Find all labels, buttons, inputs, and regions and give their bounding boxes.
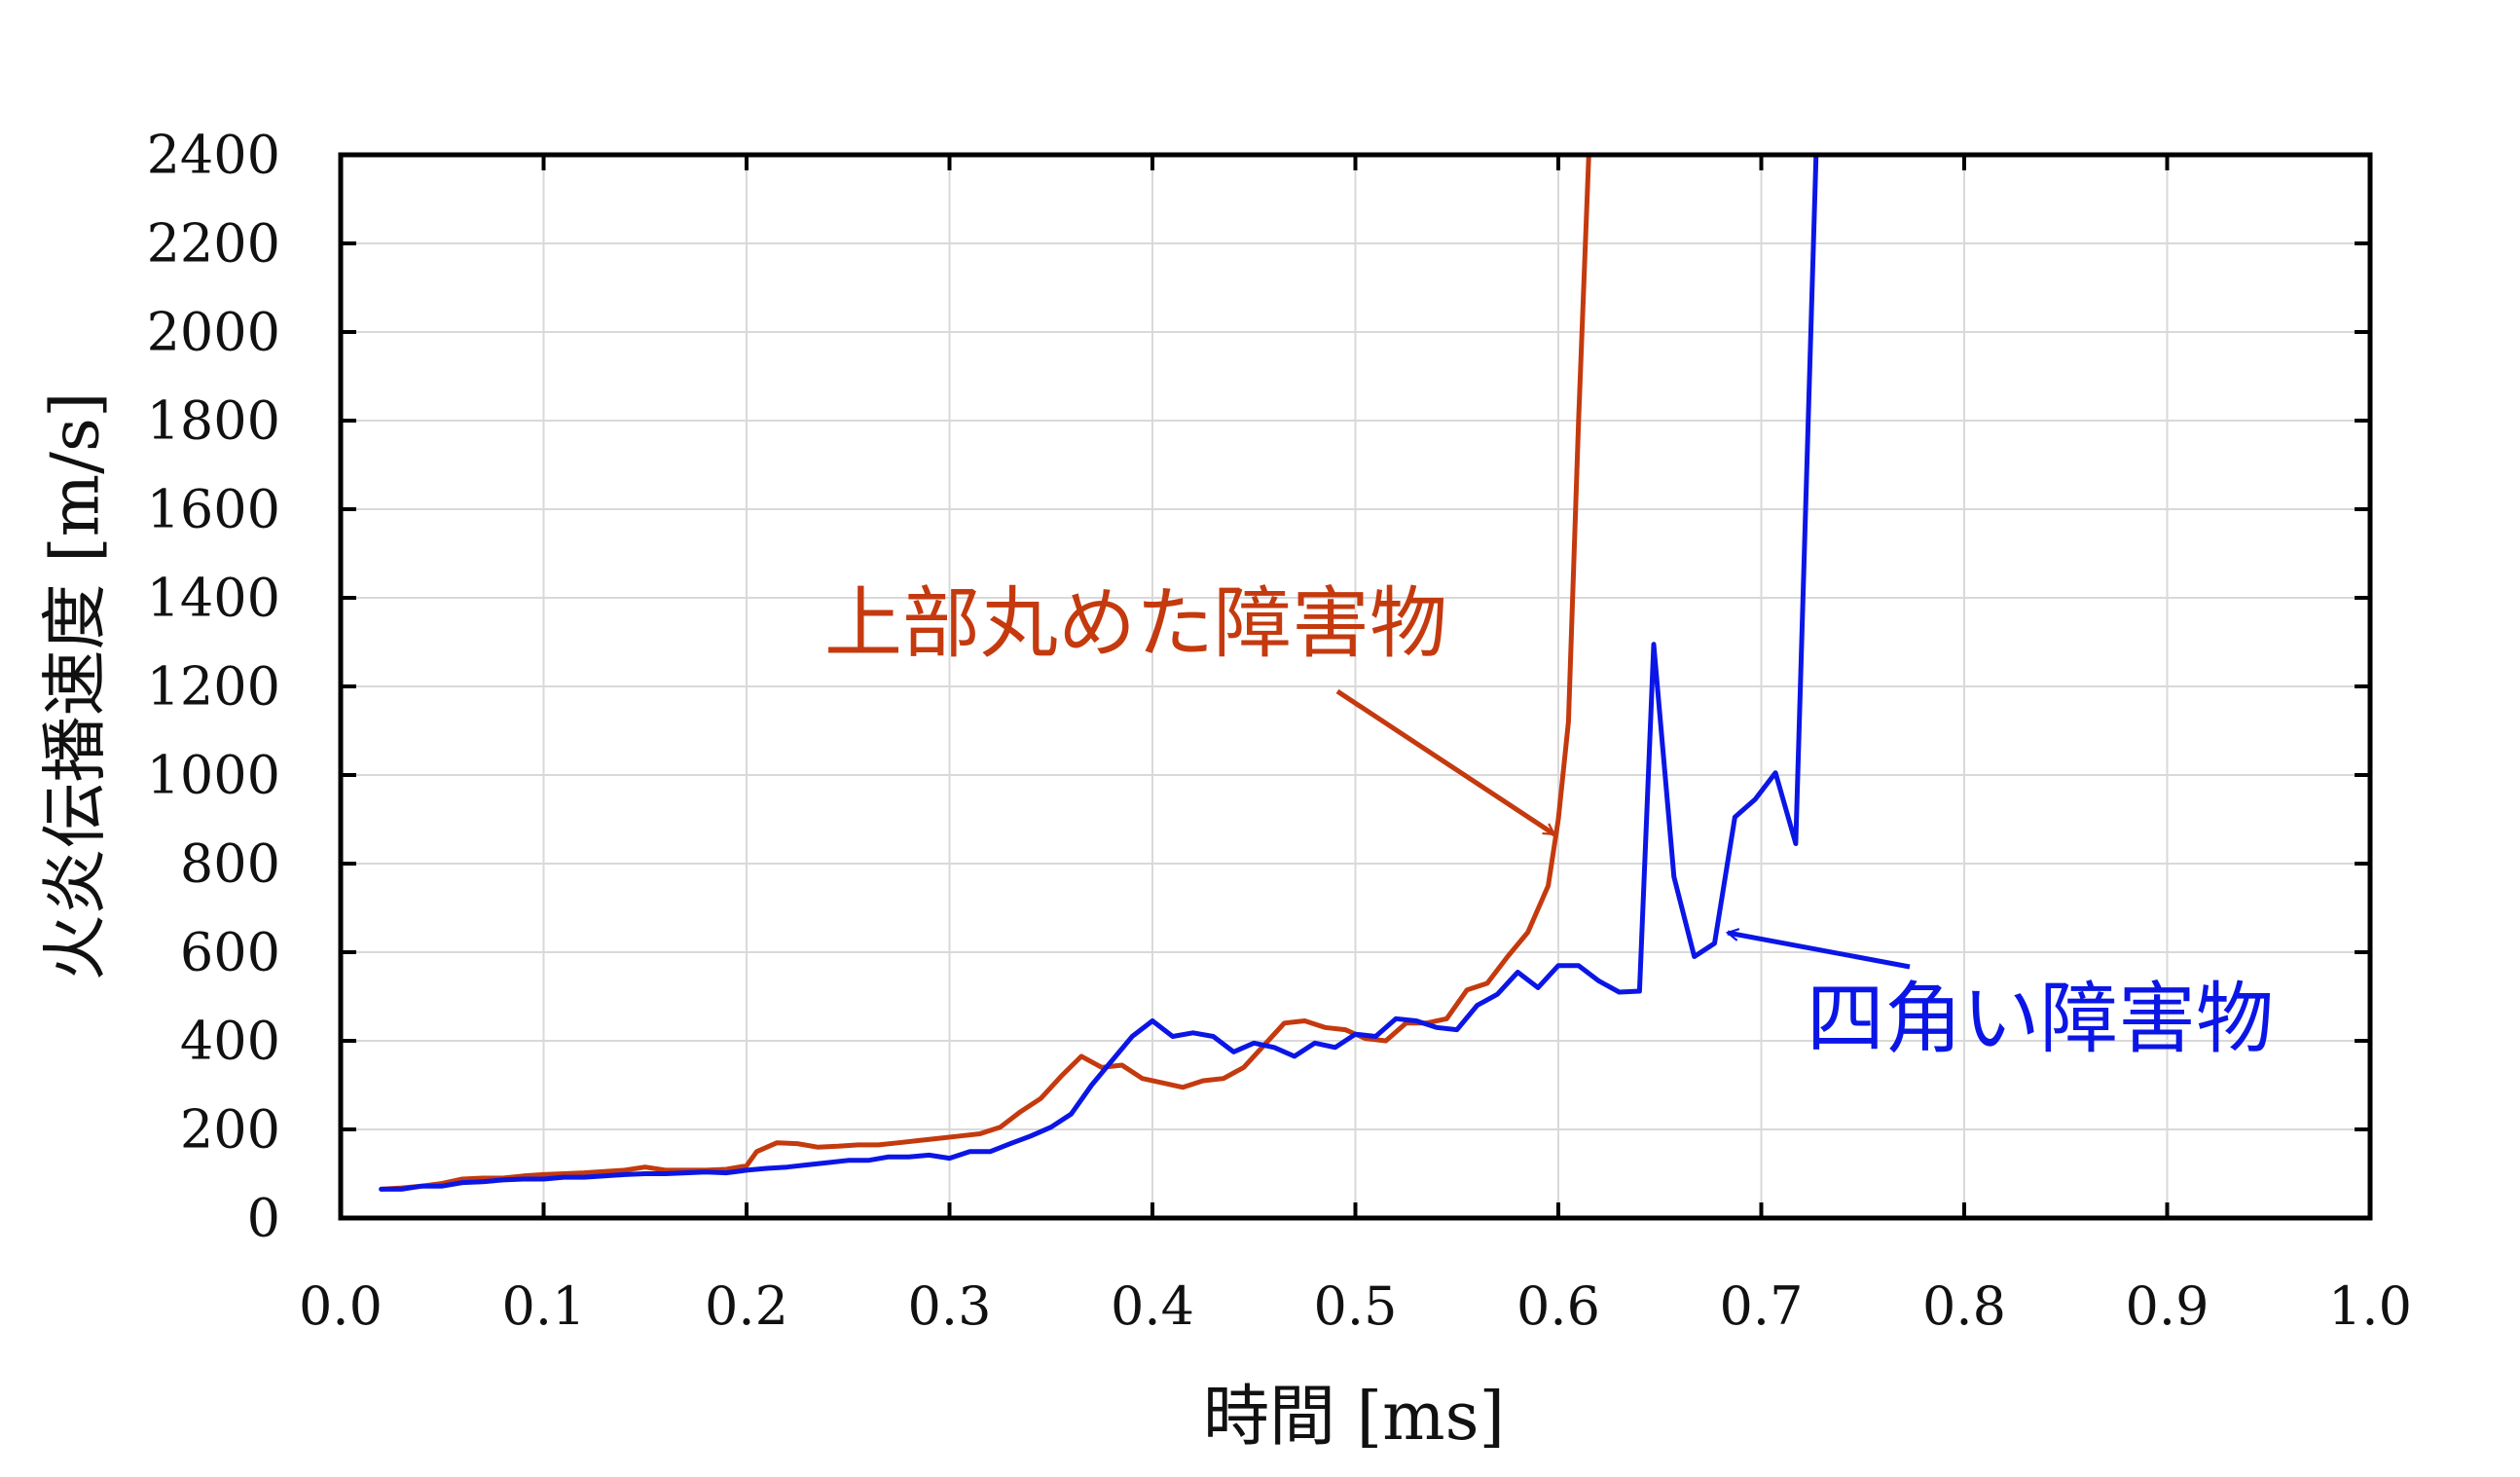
series-layer — [379, 155, 1819, 1192]
x-tick-label: 0.8 — [1922, 1275, 2006, 1337]
gridlines — [341, 155, 2370, 1218]
y-tick-label: 200 — [180, 1099, 280, 1161]
y-tick-label: 1200 — [147, 656, 280, 718]
y-tick-label: 2200 — [147, 213, 280, 275]
y-tick-label: 1800 — [147, 390, 280, 452]
y-tick-label: 2000 — [147, 302, 280, 363]
x-tick-label: 0.1 — [502, 1275, 586, 1337]
annotation-arrow-rounded-obstacle — [1335, 688, 1554, 837]
x-tick-label: 0.0 — [299, 1275, 383, 1337]
y-tick-label: 600 — [180, 922, 280, 983]
annotation-arrow-square-obstacle — [1728, 933, 1911, 970]
x-tick-label: 0.5 — [1314, 1275, 1398, 1337]
x-tick-label: 0.7 — [1720, 1275, 1804, 1337]
x-tick-label: 0.3 — [908, 1275, 992, 1337]
annotation-square-obstacle: 四角い障害物 — [1807, 974, 2274, 1064]
x-tick-label: 0.4 — [1111, 1275, 1194, 1337]
y-tick-label: 0 — [247, 1188, 280, 1249]
y-tick-label: 1000 — [147, 745, 280, 806]
series-line-square-obstacle — [379, 155, 1819, 1192]
x-tick-labels: 0.0 0.1 0.2 0.3 0.4 0.5 0.6 0.7 0.8 0.9 1.0 — [299, 1275, 2412, 1337]
x-tick-label: 0.6 — [1516, 1275, 1600, 1337]
x-tick-label: 0.9 — [2126, 1275, 2210, 1337]
y-tick-labels: 0 200 400 600 800 1000 1200 1400 1600 1800 2000 220… — [147, 125, 280, 1249]
y-tick-label: 1600 — [147, 479, 280, 540]
y-tick-label: 2400 — [147, 125, 280, 186]
y-axis-title: 火炎伝播速度 [m/s] — [38, 392, 115, 981]
series-line-rounded-obstacle — [379, 155, 1591, 1192]
y-tick-label: 800 — [180, 833, 280, 895]
tick-marks — [339, 153, 2372, 1220]
x-axis-title: 時間 [ms] — [1203, 1379, 1505, 1456]
x-tick-label: 1.0 — [2328, 1275, 2412, 1337]
x-tick-label: 0.2 — [705, 1275, 788, 1337]
annotation-rounded-obstacle: 上部丸めた障害物 — [824, 578, 1447, 669]
y-tick-label: 400 — [180, 1011, 280, 1072]
y-tick-label: 1400 — [147, 568, 280, 629]
